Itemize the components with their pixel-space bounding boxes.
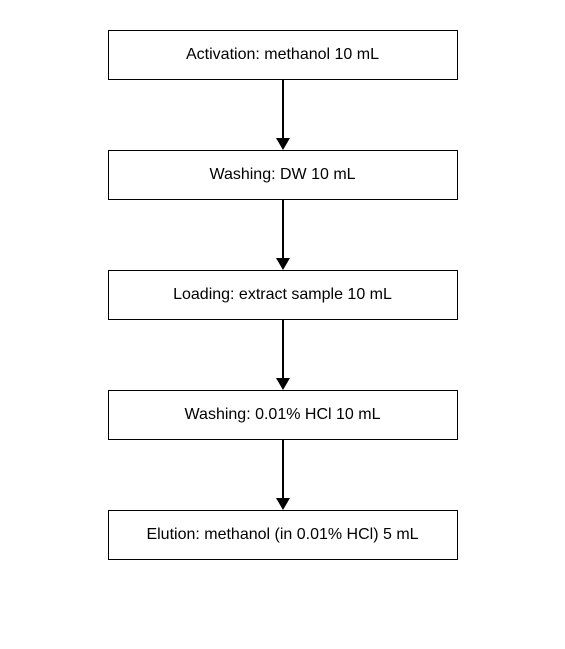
arrow-line xyxy=(282,440,284,498)
node-label: Loading: extract sample 10 mL xyxy=(173,286,392,304)
arrow-head-icon xyxy=(276,498,290,510)
arrow-head-icon xyxy=(276,258,290,270)
flowchart-node-washing-hcl: Washing: 0.01% HCl 10 mL xyxy=(108,390,458,440)
arrow-line xyxy=(282,200,284,258)
flowchart-node-washing-dw: Washing: DW 10 mL xyxy=(108,150,458,200)
node-label: Washing: 0.01% HCl 10 mL xyxy=(185,406,381,424)
arrow-head-icon xyxy=(276,138,290,150)
node-label: Washing: DW 10 mL xyxy=(209,166,355,184)
node-label: Elution: methanol (in 0.01% HCl) 5 mL xyxy=(146,526,418,544)
arrow-line xyxy=(282,80,284,138)
arrow-line xyxy=(282,320,284,378)
flowchart-node-loading: Loading: extract sample 10 mL xyxy=(108,270,458,320)
flowchart-container: Activation: methanol 10 mL Washing: DW 1… xyxy=(108,30,458,560)
arrow-head-icon xyxy=(276,378,290,390)
flowchart-arrow xyxy=(276,320,290,390)
flowchart-arrow xyxy=(276,80,290,150)
flowchart-arrow xyxy=(276,440,290,510)
node-label: Activation: methanol 10 mL xyxy=(186,46,379,64)
flowchart-node-activation: Activation: methanol 10 mL xyxy=(108,30,458,80)
flowchart-node-elution: Elution: methanol (in 0.01% HCl) 5 mL xyxy=(108,510,458,560)
flowchart-arrow xyxy=(276,200,290,270)
